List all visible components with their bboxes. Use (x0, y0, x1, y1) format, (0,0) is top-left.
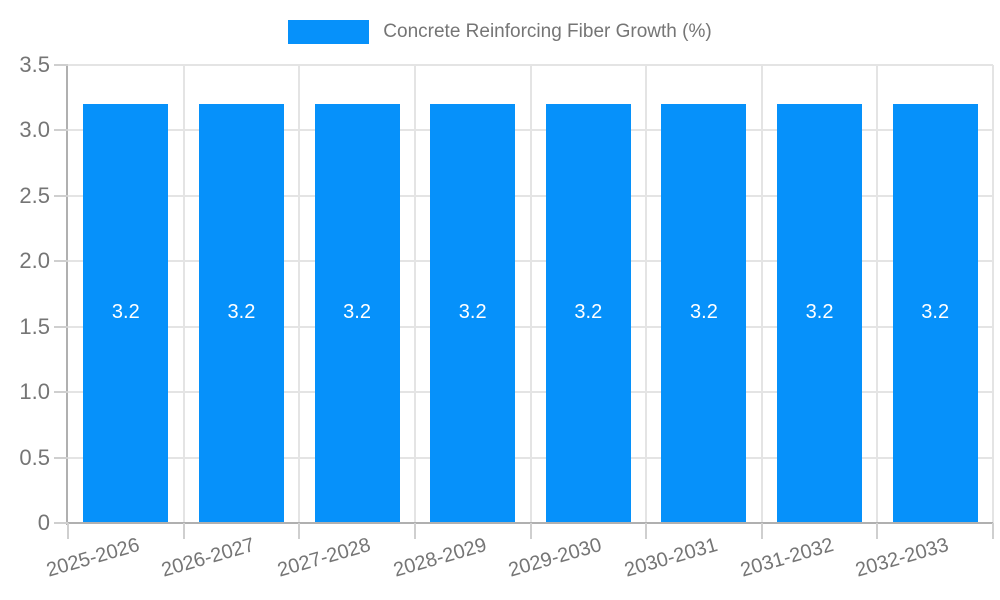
v-gridline (529, 65, 532, 523)
bar (198, 104, 284, 523)
bar-value-label: 3.2 (227, 300, 256, 323)
v-gridline (992, 65, 994, 523)
bar (83, 104, 169, 523)
x-axis-tick (760, 523, 763, 539)
y-tick-label: 1.0 (19, 379, 50, 405)
y-axis-tick (54, 129, 68, 132)
v-gridline (645, 65, 648, 523)
v-gridline (413, 65, 416, 523)
y-tick-label: 0.5 (19, 444, 50, 470)
bar (892, 104, 978, 523)
bar-value-label: 3.2 (574, 300, 603, 323)
bar-value-label: 3.2 (921, 300, 950, 323)
x-axis-tick (67, 523, 69, 539)
y-axis-tick (54, 260, 68, 263)
bar (545, 104, 631, 523)
y-tick-label: 3.5 (19, 52, 50, 77)
x-axis-tick (413, 523, 416, 539)
y-axis-tick (54, 194, 68, 197)
x-axis-tick (992, 523, 994, 539)
v-gridline (182, 65, 185, 523)
bar-value-label: 3.2 (805, 300, 834, 323)
v-gridline (876, 65, 879, 523)
bar (661, 104, 747, 523)
x-axis-tick (645, 523, 648, 539)
y-axis-tick (54, 456, 68, 459)
x-axis-tick (529, 523, 532, 539)
x-axis-tick (876, 523, 879, 539)
v-gridline (760, 65, 763, 523)
legend-swatch (288, 20, 370, 44)
y-axis-tick (54, 522, 68, 524)
legend-item[interactable]: Concrete Reinforcing Fiber Growth (%) (0, 20, 1000, 44)
y-tick-label: 2.0 (19, 248, 50, 274)
legend-label: Concrete Reinforcing Fiber Growth (%) (383, 21, 712, 42)
bar-value-label: 3.2 (343, 300, 371, 323)
y-tick-label: 0 (37, 510, 50, 535)
y-axis-tick (54, 64, 68, 66)
y-tick-label: 1.5 (19, 313, 50, 339)
y-tick-label: 3.0 (19, 117, 50, 143)
x-axis-tick (298, 523, 301, 539)
y-tick-label: 2.5 (19, 182, 50, 208)
bar-value-label: 3.2 (690, 300, 718, 323)
bar (430, 104, 516, 523)
y-axis-tick (54, 391, 68, 394)
bar-value-label: 3.2 (458, 300, 487, 323)
bar (777, 104, 863, 523)
x-axis-tick (182, 523, 185, 539)
v-gridline (298, 65, 301, 523)
bar-value-label: 3.2 (111, 300, 140, 323)
bar (314, 104, 400, 523)
y-axis-tick (54, 325, 68, 328)
y-axis-line (66, 65, 68, 525)
